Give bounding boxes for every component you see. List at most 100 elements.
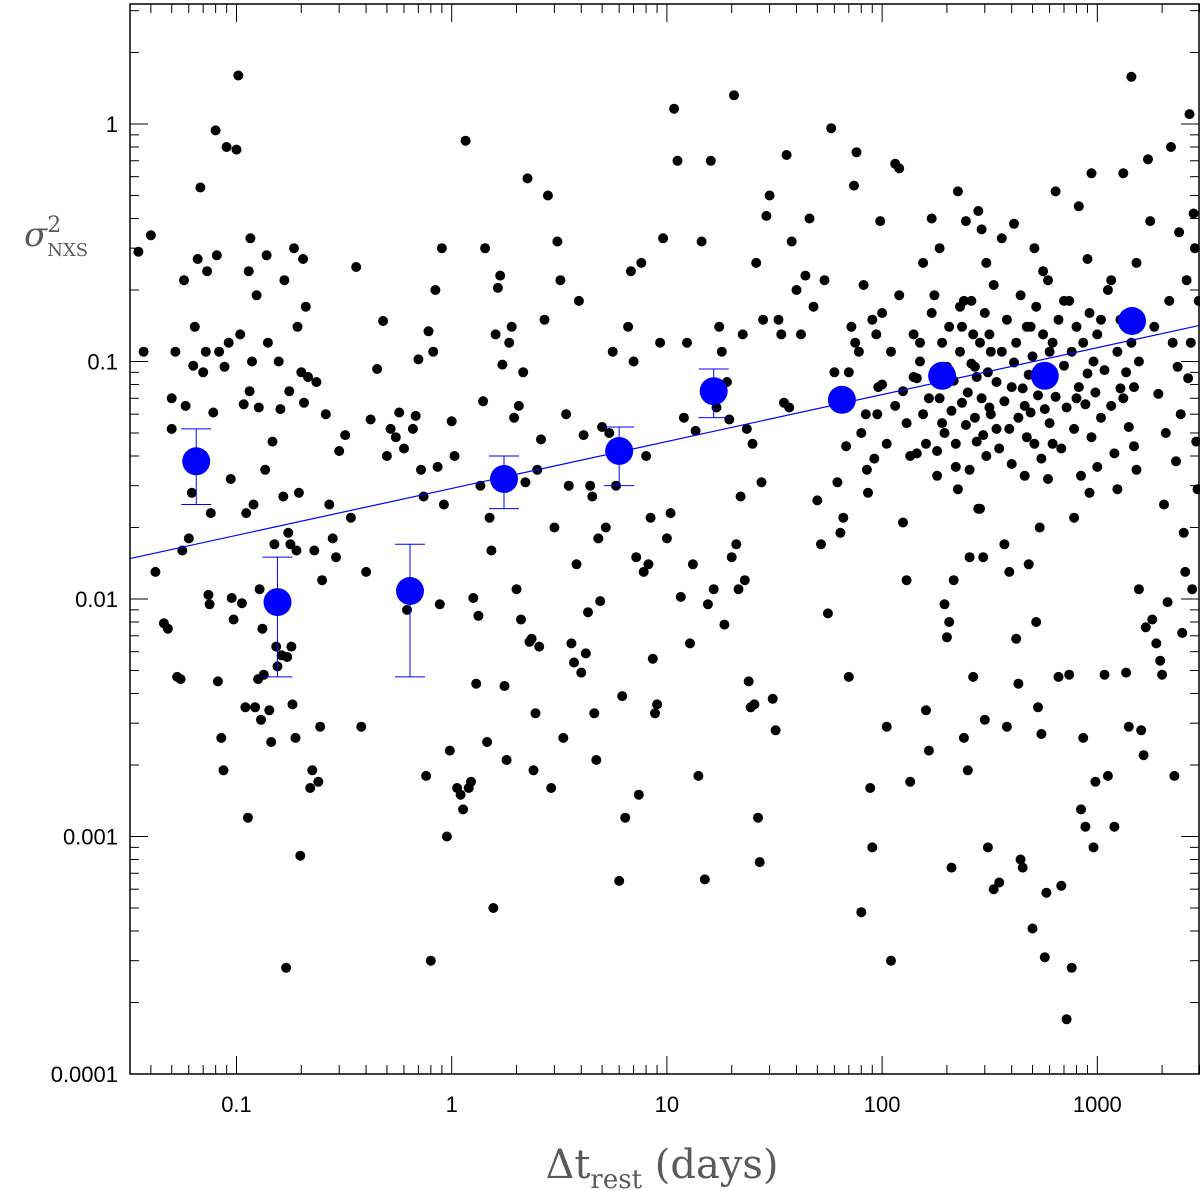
data-point bbox=[385, 423, 396, 434]
data-point bbox=[946, 405, 957, 416]
data-point bbox=[1006, 459, 1017, 469]
data-point bbox=[372, 364, 383, 374]
data-point bbox=[1166, 142, 1176, 152]
x-tick-label: 0.1 bbox=[221, 1092, 252, 1117]
data-point bbox=[816, 539, 826, 550]
data-point bbox=[865, 783, 876, 793]
data-point bbox=[1069, 423, 1080, 434]
data-point bbox=[1011, 633, 1022, 644]
data-point bbox=[1044, 346, 1055, 357]
data-point bbox=[466, 776, 476, 787]
data-point bbox=[536, 434, 546, 445]
data-point bbox=[1175, 409, 1186, 420]
y-tick-label: 0.0001 bbox=[51, 1062, 118, 1087]
data-point bbox=[631, 552, 642, 563]
data-point bbox=[1090, 776, 1101, 787]
data-point bbox=[1164, 295, 1175, 306]
binned-point bbox=[605, 437, 634, 465]
data-point bbox=[1056, 880, 1067, 891]
data-point bbox=[244, 386, 255, 397]
data-point bbox=[499, 681, 510, 691]
data-point bbox=[905, 451, 916, 461]
data-point bbox=[269, 539, 280, 550]
data-point bbox=[1151, 638, 1162, 649]
data-point bbox=[1159, 499, 1169, 510]
data-point bbox=[960, 216, 971, 227]
data-point bbox=[1059, 360, 1069, 371]
data-point bbox=[300, 301, 311, 312]
data-point bbox=[984, 329, 995, 340]
x-tick-label: 10 bbox=[655, 1092, 679, 1117]
y-tick-label: 0.1 bbox=[87, 349, 118, 374]
data-point bbox=[506, 321, 517, 332]
data-point bbox=[999, 396, 1010, 407]
data-point bbox=[1092, 329, 1103, 340]
data-point bbox=[1123, 721, 1134, 732]
data-point bbox=[950, 461, 961, 472]
data-point bbox=[1162, 597, 1173, 608]
data-point bbox=[1017, 383, 1028, 394]
data-point bbox=[1096, 412, 1106, 423]
data-point bbox=[240, 702, 251, 713]
data-point bbox=[960, 420, 971, 430]
data-point bbox=[513, 400, 524, 411]
data-point bbox=[1090, 387, 1101, 398]
data-point bbox=[495, 270, 506, 281]
data-point bbox=[726, 552, 737, 563]
x-tick-label: 1000 bbox=[1073, 1092, 1122, 1117]
data-point bbox=[636, 257, 647, 268]
data-point bbox=[988, 884, 999, 895]
data-point bbox=[264, 705, 275, 716]
data-point bbox=[696, 236, 707, 247]
data-point bbox=[658, 233, 669, 244]
data-point bbox=[225, 474, 236, 484]
data-point bbox=[228, 614, 239, 625]
data-point bbox=[455, 789, 466, 800]
data-point bbox=[226, 593, 237, 603]
data-point bbox=[747, 438, 758, 449]
data-point bbox=[978, 430, 989, 441]
data-point bbox=[773, 314, 784, 325]
data-point bbox=[1118, 393, 1129, 404]
data-point bbox=[1019, 470, 1030, 481]
data-point bbox=[166, 423, 177, 434]
data-point bbox=[985, 409, 996, 420]
data-point bbox=[258, 669, 269, 680]
data-point bbox=[641, 451, 652, 461]
data-point bbox=[1118, 168, 1129, 179]
data-point bbox=[850, 337, 861, 348]
data-point bbox=[886, 346, 896, 357]
data-point bbox=[937, 418, 948, 429]
data-point bbox=[937, 337, 948, 348]
binned-point bbox=[490, 465, 518, 493]
data-point bbox=[877, 379, 888, 390]
data-point bbox=[1031, 617, 1042, 627]
data-point bbox=[719, 619, 730, 630]
data-point bbox=[1145, 216, 1156, 227]
data-point bbox=[758, 314, 769, 325]
data-point bbox=[826, 123, 837, 134]
data-point bbox=[620, 812, 631, 823]
y-axis-label-sup: 2 bbox=[47, 213, 61, 238]
data-point bbox=[929, 290, 940, 301]
data-point bbox=[243, 266, 254, 277]
x-tick-label: 1 bbox=[446, 1092, 458, 1117]
data-point bbox=[739, 575, 750, 586]
x-axis-label-sub: rest bbox=[590, 1165, 642, 1191]
data-point bbox=[729, 90, 739, 101]
y-tick-label: 0.001 bbox=[63, 824, 118, 849]
data-point bbox=[254, 584, 265, 595]
data-point bbox=[1041, 887, 1052, 898]
data-point bbox=[236, 598, 247, 609]
data-point bbox=[1053, 671, 1064, 682]
data-point bbox=[1099, 669, 1110, 680]
data-point bbox=[979, 308, 990, 318]
data-point bbox=[1167, 337, 1178, 348]
data-point bbox=[1039, 952, 1050, 963]
data-point bbox=[597, 422, 608, 432]
data-point bbox=[894, 290, 905, 301]
data-point bbox=[685, 638, 695, 649]
data-point bbox=[271, 641, 282, 652]
x-axis-label: Δtrest (days) bbox=[545, 1142, 778, 1191]
data-point bbox=[735, 491, 746, 502]
